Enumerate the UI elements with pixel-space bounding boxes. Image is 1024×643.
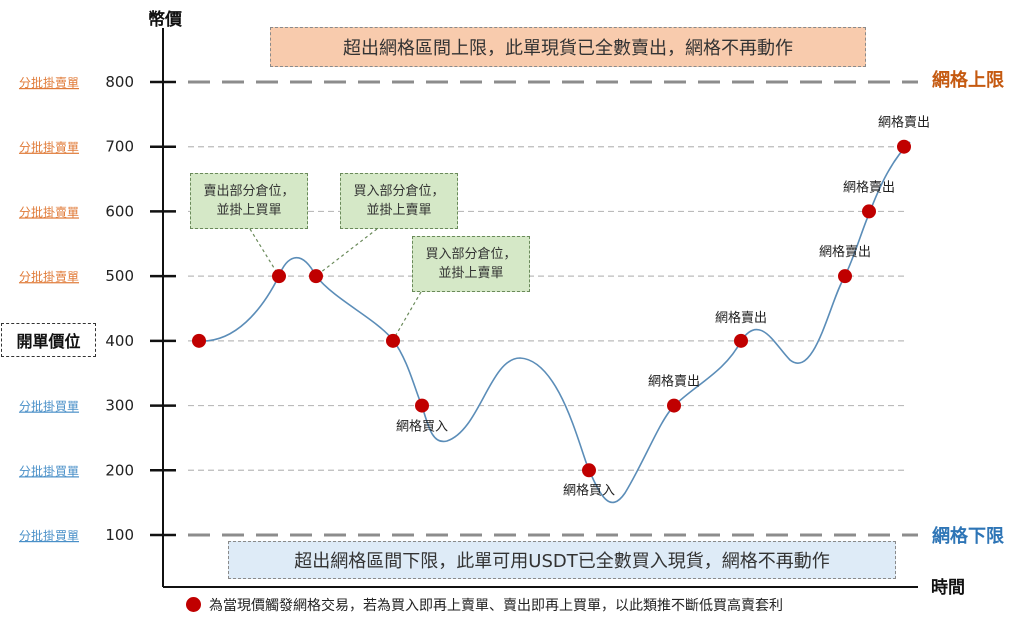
legend: 為當現價觸發網格交易，若為買入即再上賣單、賣出即再上買單，以此類推不斷低買高賣套… xyxy=(186,596,946,616)
note-text: 賣出部分倉位， 並掛上買單 xyxy=(203,184,295,218)
trigger-point-2 xyxy=(309,269,323,284)
note-text: 買入部分倉位， 並掛上賣單 xyxy=(353,184,445,218)
trigger-label-5: 網格買入 xyxy=(563,482,615,498)
axes: 幣價 時間 xyxy=(148,9,965,598)
note-leader-2 xyxy=(392,291,422,341)
tick-label-700: 700 xyxy=(105,138,134,156)
note-leader-1 xyxy=(315,228,378,277)
order-label-800: 分批掛賣單 xyxy=(19,75,79,90)
trigger-point-3 xyxy=(386,333,400,348)
note-leaders xyxy=(249,228,422,341)
grid-upper-label: 網格上限 xyxy=(932,69,1005,91)
note-buy-partial-2: 買入部分倉位， 並掛上賣單 xyxy=(412,236,530,292)
order-label-600: 分批掛賣單 xyxy=(19,204,79,219)
grid-lower-label: 網格下限 xyxy=(932,525,1005,547)
trigger-point-8 xyxy=(838,269,852,284)
note-buy-partial-1: 買入部分倉位， 並掛上賣單 xyxy=(340,173,458,229)
trigger-points xyxy=(192,139,911,478)
gridlines xyxy=(188,80,918,537)
trigger-point-5 xyxy=(582,463,596,478)
trigger-label-4: 網格買入 xyxy=(396,419,448,435)
legend-dot-marker xyxy=(186,597,201,612)
trigger-point-4 xyxy=(415,398,429,413)
trigger-point-10 xyxy=(897,139,911,154)
lower-limit-banner: 超出網格區間下限，此單可用USDT已全數買入現貨，網格不再動作 xyxy=(228,541,896,579)
note-text: 買入部分倉位， 並掛上賣單 xyxy=(425,247,517,281)
order-label-200: 分批掛買單 xyxy=(19,463,79,478)
order-label-300: 分批掛買單 xyxy=(19,399,79,414)
trigger-point-9 xyxy=(862,204,876,219)
note-sell-partial: 賣出部分倉位， 並掛上買單 xyxy=(190,173,308,229)
trigger-label-10: 網格賣出 xyxy=(878,115,930,131)
tick-label-300: 300 xyxy=(105,397,134,415)
order-label-100: 分批掛買單 xyxy=(19,528,79,543)
tick-label-500: 500 xyxy=(105,267,134,285)
legend-text: 為當現價觸發網格交易，若為買入即再上賣單、賣出即再上買單，以此類推不斷低買高賣套… xyxy=(209,598,783,614)
order-label-700: 分批掛賣單 xyxy=(19,140,79,155)
trigger-label-6: 網格賣出 xyxy=(648,374,700,390)
tick-label-400: 400 xyxy=(105,332,134,350)
y-axis-title: 幣價 xyxy=(148,9,183,30)
x-axis-title: 時間 xyxy=(931,577,965,598)
tick-label-200: 200 xyxy=(105,461,134,479)
tick-label-800: 800 xyxy=(105,73,134,91)
trigger-point-6 xyxy=(667,398,681,413)
upper-limit-banner: 超出網格區間上限，此單現貨已全數賣出，網格不再動作 xyxy=(270,27,866,67)
note-leader-0 xyxy=(249,228,280,277)
tick-label-600: 600 xyxy=(105,202,134,220)
trigger-label-7: 網格賣出 xyxy=(715,310,767,326)
trigger-point-1 xyxy=(272,269,286,284)
trigger-label-9: 網格賣出 xyxy=(843,179,895,195)
open-price-label: 開單價位 xyxy=(1,323,96,357)
trigger-point-0 xyxy=(192,333,206,348)
trigger-point-7 xyxy=(734,333,748,348)
tick-label-100: 100 xyxy=(105,526,134,544)
order-label-500: 分批掛賣單 xyxy=(19,269,79,284)
y-ticks: 100 200 300 400 500 600 700 800 xyxy=(105,73,176,544)
trigger-label-8: 網格賣出 xyxy=(819,244,871,260)
